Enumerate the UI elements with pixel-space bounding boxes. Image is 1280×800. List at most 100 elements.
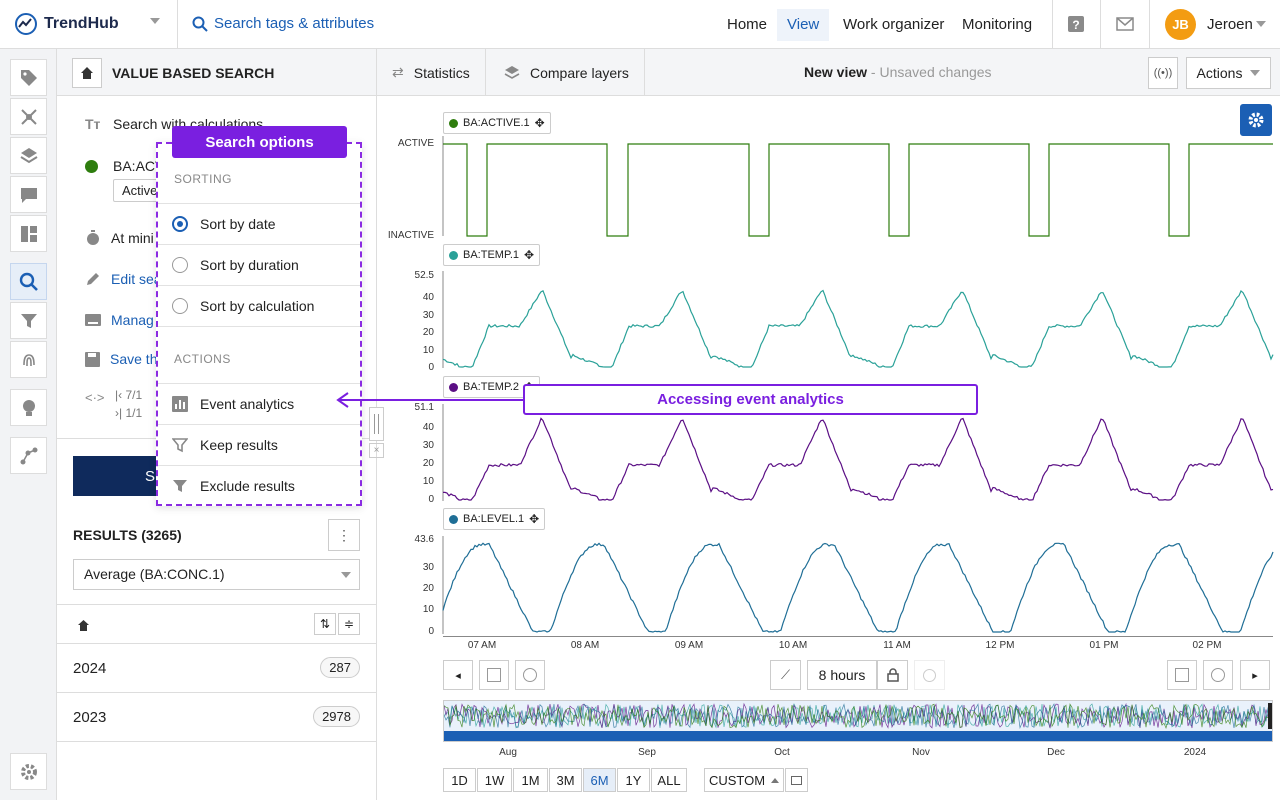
table-row[interactable]: 2023 2978 — [57, 693, 377, 742]
statistics-button[interactable]: ⇄ Statistics — [377, 49, 486, 96]
compare-layers-button[interactable]: Compare layers — [489, 49, 645, 96]
manage-row[interactable]: Manag — [85, 312, 154, 328]
divider — [158, 326, 360, 327]
move-icon: ✥ — [534, 116, 545, 130]
filter-icon[interactable] — [10, 302, 47, 339]
series-tag-level[interactable]: BA:LEVEL.1 ✥ — [443, 508, 546, 530]
end-date-button[interactable] — [1167, 660, 1197, 690]
nav-home[interactable]: Home — [727, 16, 768, 33]
lightbulb-icon[interactable] — [10, 389, 47, 426]
series-line-level[interactable] — [442, 542, 1274, 633]
series-color-dot — [449, 118, 458, 128]
actions-section-title: ACTIONS — [174, 352, 231, 366]
sort-icon[interactable]: ⇅ — [314, 613, 336, 635]
sort-by-calculation-option[interactable]: Sort by calculation — [158, 285, 360, 326]
range-1w[interactable]: 1W — [477, 768, 512, 792]
start-date-button[interactable] — [479, 660, 509, 690]
table-row[interactable]: 2024 287 — [57, 644, 377, 693]
start-time-button[interactable] — [515, 660, 545, 690]
min-row[interactable]: At mini — [85, 230, 154, 246]
series-tag-temp2[interactable]: BA:TEMP.2✥ — [443, 376, 541, 398]
app-logo[interactable]: TrendHub — [14, 12, 119, 36]
series-line-active[interactable] — [443, 143, 1273, 237]
range-end: ›| 1/1 — [115, 406, 143, 420]
panel-resize-handle[interactable] — [369, 407, 384, 441]
range-6m[interactable]: 6M — [583, 768, 616, 792]
chart-settings-button[interactable] — [1240, 104, 1272, 136]
action-label: Event analytics — [200, 396, 295, 412]
series-tag-temp1[interactable]: BA:TEMP.1 ✥ — [443, 244, 541, 266]
collapse-icon[interactable]: ≑ — [338, 613, 360, 635]
layers-icon[interactable] — [10, 137, 47, 174]
view-name: New view — [804, 64, 868, 80]
duration-field[interactable]: 8 hours — [807, 660, 877, 690]
y-tick: 0 — [428, 362, 434, 373]
x-tick: 10 AM — [778, 640, 808, 651]
history-button[interactable] — [914, 660, 945, 690]
avatar[interactable]: JB — [1165, 9, 1196, 40]
range-1d[interactable]: 1D — [443, 768, 476, 792]
keep-results-action[interactable]: Keep results — [158, 424, 360, 465]
settings-icon[interactable] — [10, 753, 47, 790]
lock-button[interactable] — [877, 660, 908, 690]
help-icon[interactable]: ? — [1064, 12, 1088, 36]
tags-icon[interactable] — [10, 59, 47, 96]
code-icon: <·> — [85, 390, 105, 405]
aggregation-select[interactable]: Average (BA:CONC.1) — [73, 559, 360, 590]
pan-right-button[interactable]: ▸ — [1240, 660, 1270, 690]
actions-button[interactable]: Actions — [1186, 57, 1271, 89]
fingerprint-icon[interactable] — [10, 341, 47, 378]
tag-status-dot — [85, 159, 98, 173]
navigator-handle[interactable] — [1268, 703, 1272, 729]
edit-row[interactable]: Edit sea — [85, 271, 162, 287]
results-table-header: ⇅ ≑ — [57, 604, 377, 644]
value-search-icon[interactable] — [10, 263, 47, 300]
event-analytics-action[interactable]: Event analytics — [158, 383, 360, 424]
view-title: New view - Unsaved changes — [804, 64, 992, 80]
save-row[interactable]: Save th — [85, 351, 157, 367]
comments-icon[interactable] — [10, 176, 47, 213]
app-menu-chevron-icon[interactable] — [150, 18, 160, 24]
navigator-series-line — [444, 703, 1272, 730]
left-rail — [0, 49, 57, 800]
custom-picker-button[interactable] — [785, 768, 808, 792]
nav-work-organizer[interactable]: Work organizer — [843, 16, 945, 33]
user-menu-chevron-icon[interactable] — [1256, 21, 1266, 27]
live-mode-button[interactable]: ((•)) — [1148, 57, 1178, 89]
sort-by-date-option[interactable]: Sort by date — [158, 203, 360, 244]
custom-range-button[interactable]: CUSTOM — [704, 768, 784, 792]
trend-lines[interactable] — [377, 96, 1280, 656]
y-tick: 43.6 — [414, 534, 434, 545]
range-1m[interactable]: 1M — [513, 768, 548, 792]
mail-icon[interactable] — [1113, 12, 1137, 36]
range-3m[interactable]: 3M — [549, 768, 582, 792]
nav-monitoring[interactable]: Monitoring — [962, 16, 1033, 33]
y-tick: 10 — [422, 345, 434, 356]
chart-mode-button[interactable]: ⟋ — [770, 660, 801, 690]
series-tag-active[interactable]: BA:ACTIVE.1 ✥ — [443, 112, 551, 134]
range-1y[interactable]: 1Y — [617, 768, 650, 792]
clock-icon — [1211, 668, 1225, 682]
nav-view[interactable]: View — [777, 9, 830, 41]
range-all[interactable]: ALL — [651, 768, 687, 792]
x-axis — [443, 636, 1273, 637]
x-tick: 02 PM — [1192, 640, 1222, 651]
dashboard-icon[interactable] — [10, 215, 47, 252]
pan-left-button[interactable]: ◂ — [443, 660, 473, 690]
end-time-button[interactable] — [1203, 660, 1233, 690]
navigator-selection[interactable] — [444, 731, 1272, 741]
series-line-temp1[interactable] — [442, 289, 1274, 368]
tools-icon[interactable] — [10, 98, 47, 135]
graph-nodes-icon[interactable] — [10, 437, 47, 474]
home-icon[interactable] — [78, 620, 89, 631]
navigator[interactable] — [443, 700, 1273, 742]
sort-by-duration-option[interactable]: Sort by duration — [158, 244, 360, 285]
exclude-results-action[interactable]: Exclude results — [158, 465, 360, 506]
y-tick: 20 — [422, 458, 434, 469]
search-tags-link[interactable]: Search tags & attributes — [192, 15, 374, 32]
results-menu-button[interactable]: ⋮ — [328, 519, 360, 551]
series-line-temp2[interactable] — [443, 417, 1274, 501]
home-button[interactable] — [72, 58, 102, 88]
user-name[interactable]: Jeroen — [1207, 16, 1253, 33]
close-icon[interactable]: × — [369, 443, 384, 458]
